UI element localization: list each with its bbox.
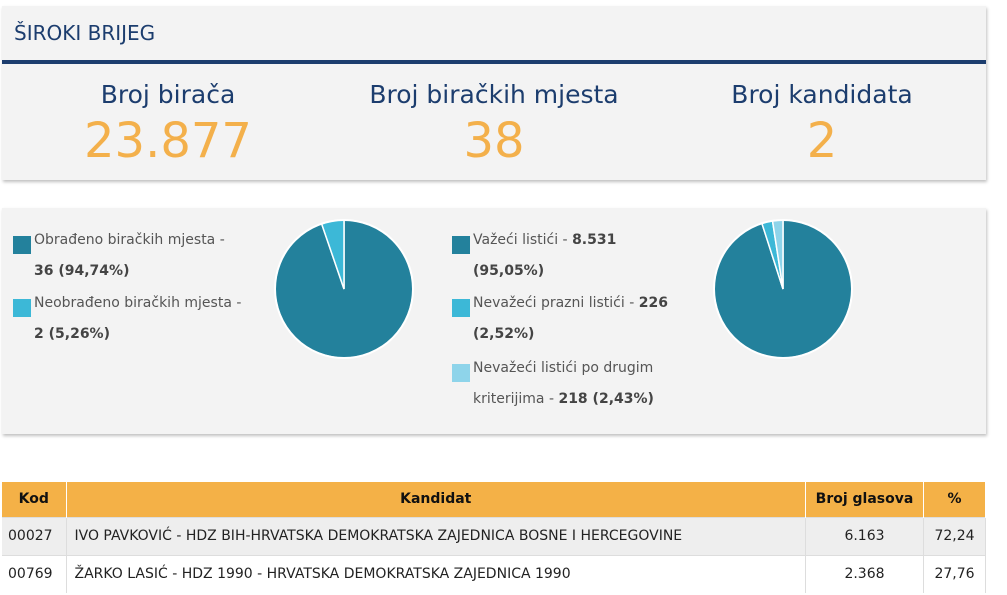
pie-outline [274,219,414,359]
results-table: Kod Kandidat Broj glasova % 00027 IVO PA… [2,482,986,593]
row-code: 00769 [2,554,67,593]
legend-swatch [452,299,470,317]
stat-voters: Broj birača 23.877 [8,64,328,171]
legend-swatch [452,364,470,382]
legend-other-invalid: Nevažeći listići po drugim kriterijima -… [452,353,654,415]
stat-candidates: Broj kandidata 2 [662,64,982,171]
legend-swatch [13,236,31,254]
col-votes: Broj glasova [805,482,924,517]
legend-processed-text: Obrađeno biračkih mjesta - [34,232,225,248]
table-row: 00027 IVO PAVKOVIĆ - HDZ BIH-HRVATSKA DE… [2,516,986,555]
row-pct: 27,76 [923,554,986,593]
legend-blank: Nevažeći prazni listići - 226 (2,52%) [452,288,668,350]
col-code: Kod [2,482,67,517]
legend-valid: Važeći listići - 8.531 (95,05%) [452,225,616,287]
stat-candidates-label: Broj kandidata [731,80,913,109]
col-pct: % [923,482,986,517]
row-pct: 72,24 [923,516,986,555]
pie-outline [713,219,853,359]
legend-processed: Obrađeno biračkih mjesta - 36 (94,74%) [13,225,225,287]
legend-unprocessed-text: Neobrađeno biračkih mjesta - [34,295,242,311]
legend-blank-value: 226 [638,295,668,311]
table-header-row: Kod Kandidat Broj glasova % [2,482,986,517]
legend-unprocessed: Neobrađeno biračkih mjesta - 2 (5,26%) [13,288,241,350]
row-votes: 2.368 [805,554,924,593]
legend-swatch [13,299,31,317]
legend-swatch [452,236,470,254]
stats-row: Broj birača 23.877 Broj biračkih mjesta … [2,64,986,176]
legend-blank-text: Nevažeći prazni listići - [473,295,639,311]
legend-valid-text: Važeći listići - [473,232,573,248]
legend-blank-pct: (2,52%) [473,326,535,342]
title-bar: ŠIROKI BRIJEG [2,6,986,64]
col-candidate: Kandidat [66,482,806,517]
summary-card: ŠIROKI BRIJEG Broj birača 23.877 Broj bi… [2,6,986,180]
polling-pie-chart [274,219,414,359]
row-candidate: IVO PAVKOVIĆ - HDZ BIH-HRVATSKA DEMOKRAT… [66,516,806,555]
legend-valid-pct: (95,05%) [473,263,545,279]
legend-processed-value: 36 (94,74%) [34,263,130,279]
legend-other-invalid-value: 218 (2,43%) [558,391,654,407]
charts-card: Obrađeno biračkih mjesta - 36 (94,74%) N… [2,208,986,434]
stat-polling-stations: Broj biračkih mjesta 38 [334,64,654,171]
ballots-pie-chart [713,219,853,359]
stat-voters-value: 23.877 [84,113,252,169]
row-votes: 6.163 [805,516,924,555]
legend-valid-value: 8.531 [572,232,617,248]
stat-polling-stations-label: Broj biračkih mjesta [369,80,619,109]
legend-other-invalid-text: Nevažeći listići po drugim [473,360,654,376]
stat-candidates-value: 2 [806,113,838,169]
row-code: 00027 [2,516,67,555]
stat-voters-label: Broj birača [100,80,236,109]
table-row: 00769 ŽARKO LASIĆ - HDZ 1990 - HRVATSKA … [2,554,986,593]
legend-other-invalid-text2: kriterijima - [473,391,559,407]
stat-polling-stations-value: 38 [463,113,525,169]
legend-unprocessed-value: 2 (5,26%) [34,326,110,342]
page-title: ŠIROKI BRIJEG [14,21,156,45]
row-candidate: ŽARKO LASIĆ - HDZ 1990 - HRVATSKA DEMOKR… [66,554,806,593]
